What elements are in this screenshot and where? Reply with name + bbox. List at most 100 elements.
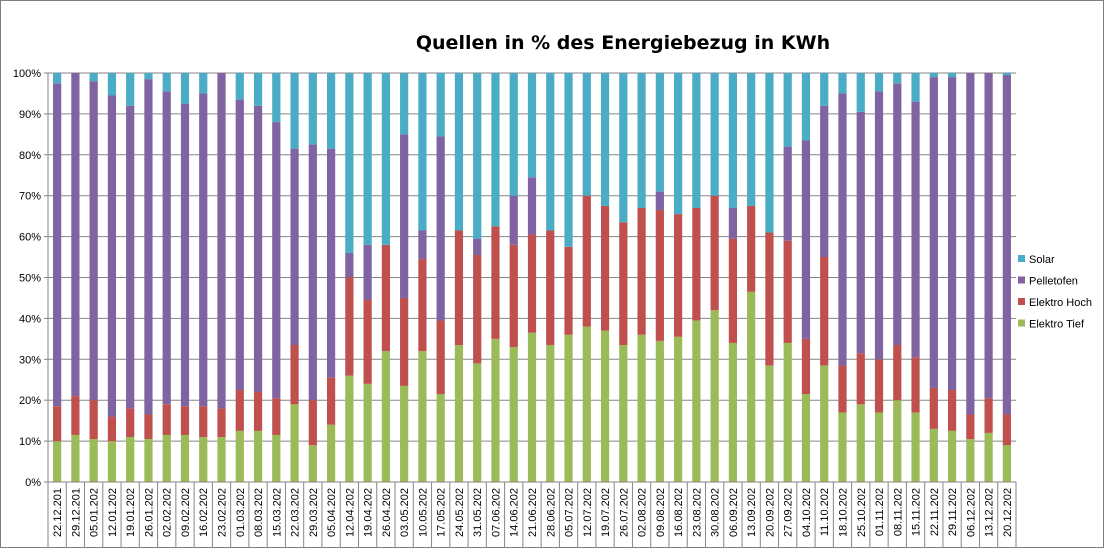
x-tick-label: 22.11.202 [929, 488, 941, 536]
bar-elektro-hoch [71, 396, 80, 435]
bar-solar [674, 73, 683, 215]
legend-label: Elektro Hoch [1029, 297, 1092, 309]
x-tick-label: 21.06.202 [527, 488, 539, 537]
bar-pelletofen [180, 103, 190, 407]
bar-solar [911, 73, 920, 102]
bar-solar [326, 73, 336, 149]
bar-elektro-tief [966, 439, 975, 482]
bar-elektro-tief [984, 432, 993, 482]
bar-elektro-hoch [911, 357, 920, 413]
bar-pelletofen [126, 105, 135, 409]
bar-solar [473, 73, 482, 239]
bar-elektro-tief [765, 365, 774, 482]
bar-pelletofen [53, 83, 62, 407]
bar-solar [728, 73, 738, 208]
bar-solar [637, 73, 646, 208]
bar-elektro-tief [838, 412, 847, 482]
bar-elektro-tief [820, 365, 829, 482]
bar-elektro-hoch [272, 398, 281, 435]
x-tick-label: 15.11.202 [911, 488, 923, 536]
bar-elektro-tief [710, 310, 719, 482]
bar-elektro-tief [600, 330, 610, 482]
bar-elektro-hoch [655, 210, 664, 341]
bar-elektro-hoch [600, 205, 610, 331]
bar-elektro-hoch [126, 408, 135, 438]
x-tick-label: 02.02.202 [162, 488, 174, 537]
bar-solar [600, 73, 610, 206]
bar-solar [619, 73, 628, 223]
bar-elektro-hoch [546, 230, 555, 345]
bar-elektro-tief [929, 428, 938, 482]
x-tick-label: 02.08.202 [637, 488, 649, 537]
bar-pelletofen [893, 83, 902, 345]
x-tick-label: 08.11.202 [892, 488, 904, 536]
bar-elektro-hoch [436, 320, 445, 395]
bar-elektro-tief [144, 439, 153, 482]
bar-pelletofen [326, 148, 336, 378]
bar-solar [1002, 73, 1011, 76]
x-tick-label: 22.12.201 [52, 488, 64, 537]
bar-elektro-hoch [966, 414, 975, 440]
bar-pelletofen [162, 91, 171, 405]
chart-title: Quellen in % des Energiebezug in KWh [416, 32, 830, 54]
y-tick-label: 100% [13, 68, 41, 80]
bar-pelletofen [473, 238, 482, 256]
bar-elektro-hoch [162, 404, 171, 435]
bar-elektro-hoch [564, 246, 573, 335]
bar-elektro-hoch [454, 230, 464, 345]
bar-solar [838, 73, 847, 94]
bar-solar [765, 73, 774, 233]
bar-pelletofen [911, 101, 920, 358]
y-tick-label: 30% [19, 354, 41, 366]
bar-pelletofen [308, 144, 317, 401]
bar-pelletofen [290, 148, 299, 345]
x-tick-label: 14.06.202 [509, 488, 521, 537]
y-tick-label: 90% [19, 109, 41, 121]
x-tick-label: 29.03.202 [308, 488, 320, 537]
bar-pelletofen [418, 230, 427, 260]
x-tick-label: 29.11.202 [947, 488, 959, 536]
y-tick-label: 20% [19, 395, 41, 407]
bar-elektro-hoch [747, 205, 756, 292]
bar-solar [235, 73, 244, 100]
bar-elektro-tief [674, 336, 683, 482]
x-tick-label: 12.04.202 [344, 488, 356, 537]
bar-elektro-tief [874, 412, 884, 482]
x-tick-label: 19.07.202 [600, 488, 612, 537]
bar-elektro-hoch [856, 353, 865, 405]
bar-elektro-tief [582, 326, 591, 482]
x-tick-label: 01.03.202 [235, 488, 247, 537]
bar-solar [180, 73, 190, 104]
bar-solar [126, 73, 135, 106]
x-tick-label: 20.09.202 [764, 488, 776, 537]
axes [47, 73, 1016, 483]
bar-elektro-tief [272, 434, 281, 482]
bar-elektro-tief [509, 347, 518, 482]
bar-elektro-hoch [217, 408, 226, 438]
bar-elektro-hoch [345, 277, 354, 376]
bar-solar [199, 73, 208, 94]
bar-elektro-tief [637, 334, 646, 482]
bar-elektro-hoch [692, 207, 701, 321]
bar-elektro-hoch [893, 344, 902, 401]
bar-elektro-hoch [801, 338, 811, 395]
bar-elektro-tief [947, 430, 957, 482]
x-tick-label: 01.11.202 [874, 488, 886, 536]
bar-elektro-tief [436, 394, 445, 482]
bar-elektro-hoch [619, 222, 628, 345]
bar-elektro-tief [253, 430, 263, 482]
bar-elektro-tief [308, 445, 317, 482]
bar-solar [527, 73, 537, 178]
bar-solar [874, 73, 884, 92]
bar-pelletofen [856, 111, 865, 354]
bar-solar [308, 73, 317, 145]
bar-solar [856, 73, 865, 112]
x-tick-label: 19.01.202 [125, 488, 137, 537]
bar-solar [162, 73, 171, 92]
x-tick-label: 16.08.202 [673, 488, 685, 537]
bar-elektro-tief [345, 375, 354, 482]
bar-elektro-hoch [710, 195, 719, 311]
bar-elektro-tief [400, 385, 409, 482]
y-axis-ticks: 0% 10% 20% 30% 40% 50% 60% 70% 80% 90% 100% [13, 68, 48, 489]
